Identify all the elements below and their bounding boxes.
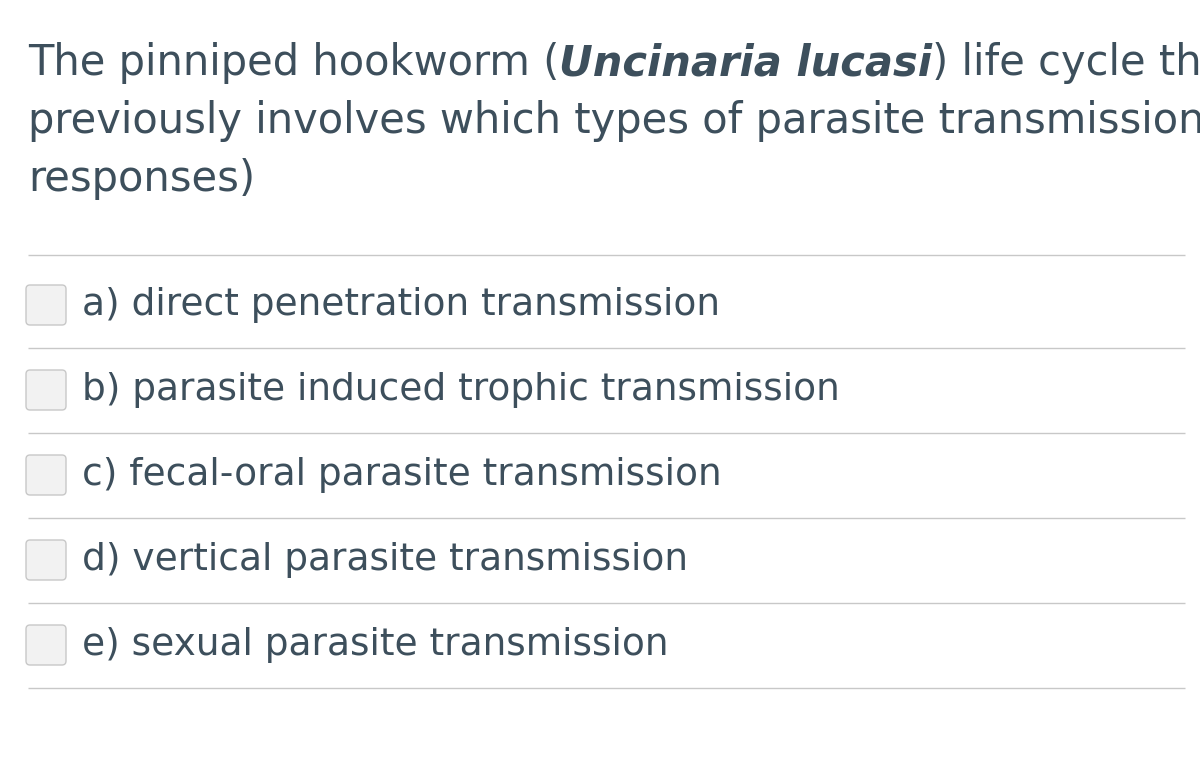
Text: previously involves which types of parasite transmission events? (multip: previously involves which types of paras… xyxy=(28,100,1200,142)
FancyBboxPatch shape xyxy=(26,285,66,325)
Text: Uncinaria lucasi: Uncinaria lucasi xyxy=(559,42,932,84)
FancyBboxPatch shape xyxy=(26,370,66,410)
Text: b) parasite induced trophic transmission: b) parasite induced trophic transmission xyxy=(82,372,840,408)
Text: ) life cycle that you learned: ) life cycle that you learned xyxy=(932,42,1200,84)
Text: d) vertical parasite transmission: d) vertical parasite transmission xyxy=(82,542,688,578)
FancyBboxPatch shape xyxy=(26,455,66,495)
Text: The pinniped hookworm (: The pinniped hookworm ( xyxy=(28,42,559,84)
FancyBboxPatch shape xyxy=(26,625,66,665)
Text: e) sexual parasite transmission: e) sexual parasite transmission xyxy=(82,627,668,663)
Text: responses): responses) xyxy=(28,158,256,200)
Text: a) direct penetration transmission: a) direct penetration transmission xyxy=(82,287,720,323)
Text: c) fecal-oral parasite transmission: c) fecal-oral parasite transmission xyxy=(82,457,721,493)
FancyBboxPatch shape xyxy=(26,540,66,580)
